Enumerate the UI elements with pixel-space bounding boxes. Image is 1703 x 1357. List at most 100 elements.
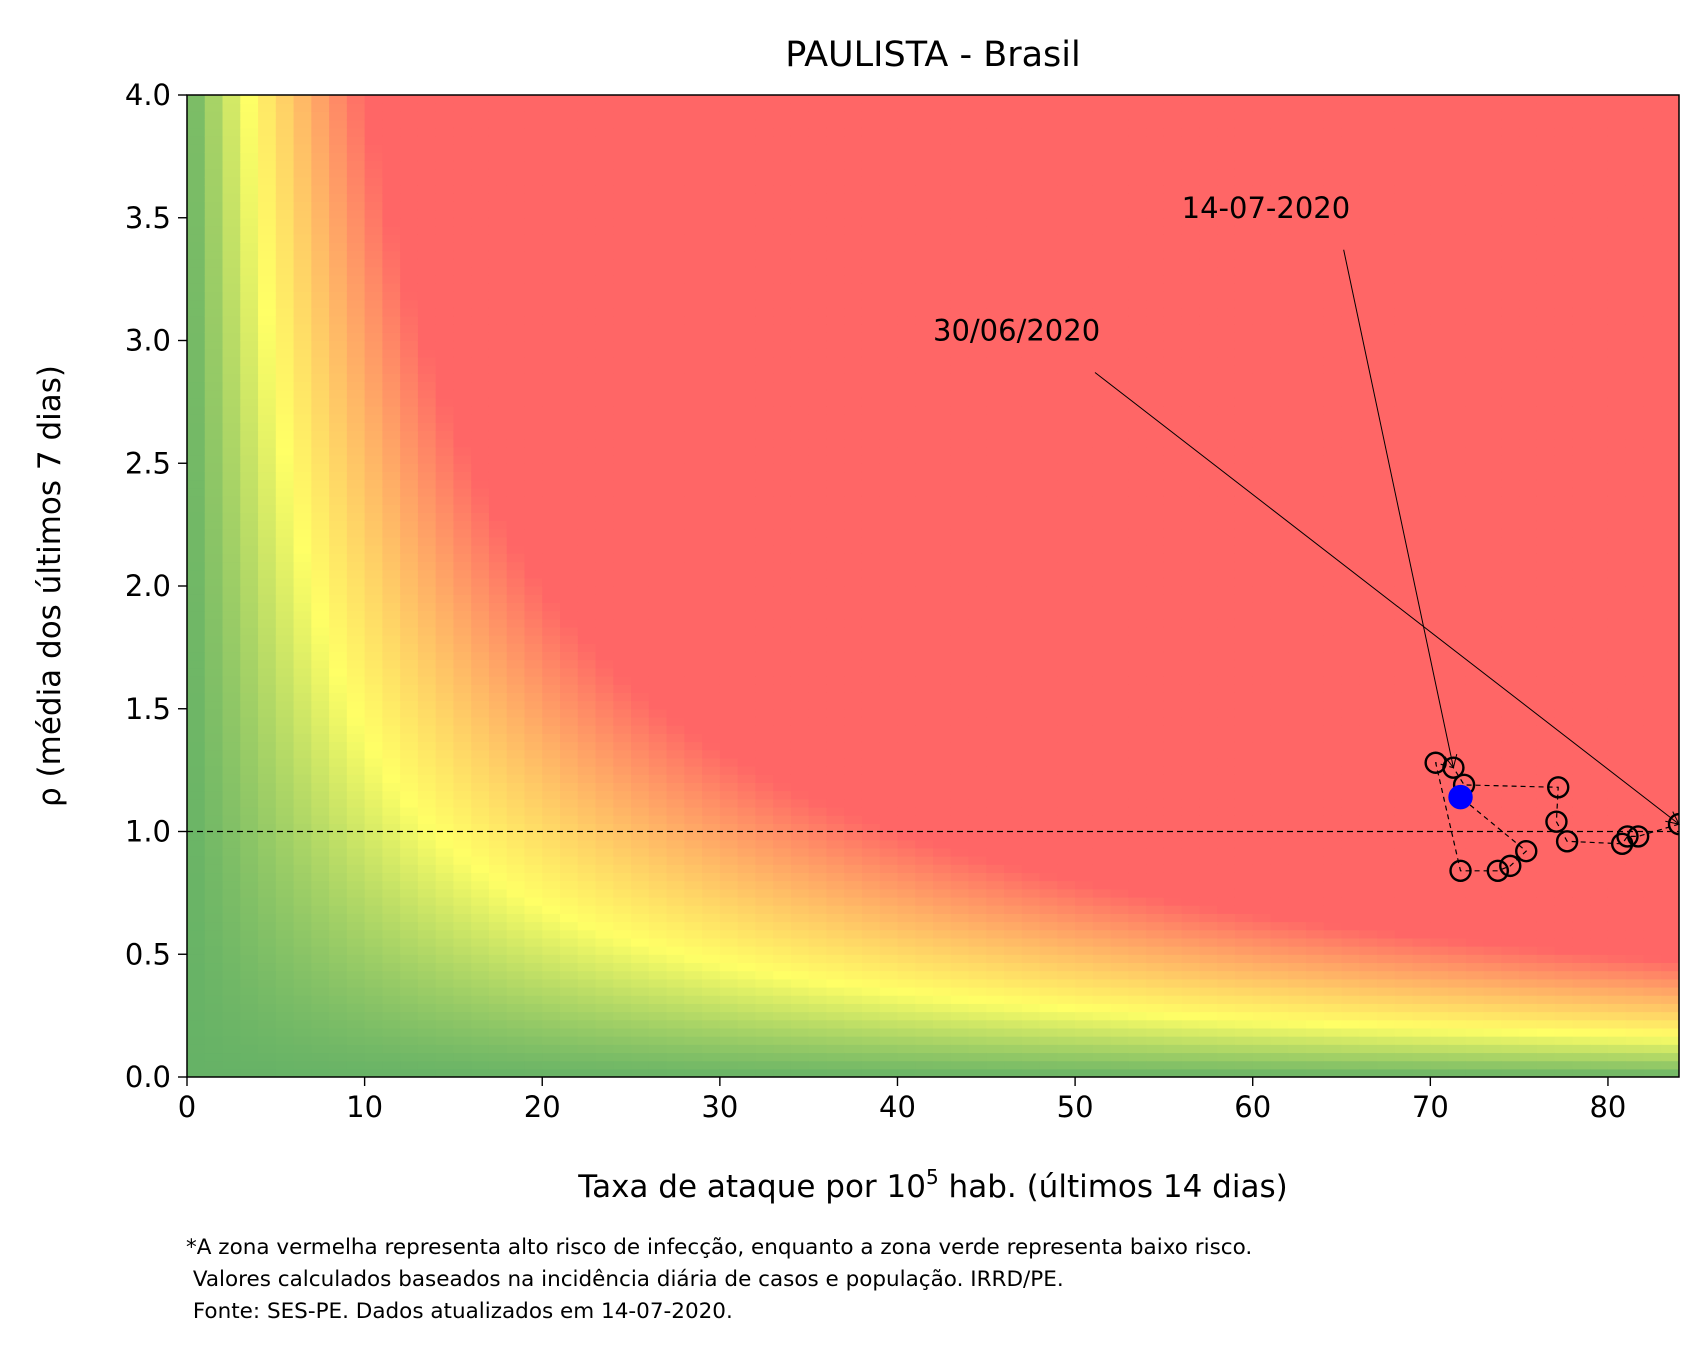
- heatmap-cell: [488, 970, 508, 980]
- heatmap-cell: [506, 831, 526, 841]
- heatmap-cell: [453, 733, 472, 743]
- heatmap-cell: [702, 667, 721, 677]
- heatmap-cell: [844, 806, 863, 816]
- heatmap-cell: [560, 839, 579, 849]
- heatmap-cell: [773, 676, 792, 685]
- heatmap-cell: [240, 667, 259, 677]
- heatmap-cell: [435, 299, 455, 309]
- heatmap-cell: [222, 913, 241, 923]
- heatmap-cell: [631, 716, 650, 726]
- heatmap-cell: [453, 823, 472, 833]
- heatmap-cell: [364, 733, 383, 743]
- heatmap-cell: [648, 95, 668, 104]
- heatmap-cell: [897, 880, 916, 890]
- heatmap-cell: [755, 749, 774, 759]
- heatmap-cell: [453, 455, 472, 464]
- heatmap-cell: [187, 430, 206, 440]
- heatmap-cell: [258, 880, 277, 890]
- heatmap-cell: [275, 504, 295, 513]
- heatmap-cell: [595, 1019, 614, 1029]
- heatmap-cell: [577, 365, 597, 374]
- heatmap-cell: [560, 446, 579, 456]
- heatmap-cell: [826, 528, 845, 538]
- heatmap-cell: [666, 733, 685, 743]
- heatmap-cell: [240, 937, 259, 947]
- heatmap-cell: [790, 905, 810, 914]
- heatmap-cell: [808, 553, 828, 563]
- heatmap-cell: [631, 733, 650, 743]
- heatmap-cell: [204, 856, 224, 865]
- heatmap-cell: [808, 929, 828, 939]
- heatmap-cell: [631, 209, 650, 219]
- heatmap-cell: [524, 708, 543, 718]
- heatmap-cell: [897, 193, 916, 202]
- heatmap-cell: [293, 651, 312, 661]
- heatmap-cell: [435, 487, 455, 497]
- heatmap-cell: [275, 111, 295, 121]
- heatmap-cell: [364, 299, 383, 309]
- heatmap-cell: [702, 806, 721, 816]
- heatmap-cell: [684, 1019, 703, 1029]
- heatmap-cell: [275, 626, 295, 636]
- heatmap-cell: [666, 455, 685, 464]
- heatmap-cell: [666, 676, 685, 685]
- heatmap-cell: [435, 495, 455, 505]
- heatmap-cell: [826, 1044, 845, 1054]
- heatmap-cell: [204, 782, 224, 792]
- heatmap-cell: [648, 733, 668, 743]
- heatmap-cell: [897, 970, 916, 980]
- heatmap-cell: [666, 365, 685, 374]
- heatmap-cell: [346, 536, 366, 546]
- heatmap-cell: [435, 684, 455, 693]
- heatmap-cell: [400, 381, 419, 391]
- heatmap-cell: [773, 667, 792, 677]
- heatmap-cell: [684, 970, 703, 980]
- heatmap-cell: [879, 937, 899, 947]
- heatmap-cell: [542, 970, 561, 980]
- heatmap-cell: [293, 594, 312, 603]
- heatmap-cell: [258, 929, 277, 939]
- heatmap-cell: [524, 586, 543, 595]
- heatmap-cell: [755, 234, 774, 243]
- heatmap-cell: [488, 667, 508, 677]
- heatmap-cell: [506, 340, 526, 350]
- heatmap-cell: [524, 946, 543, 955]
- heatmap-cell: [275, 487, 295, 497]
- heatmap-cell: [275, 823, 295, 833]
- heatmap-cell: [560, 553, 579, 563]
- heatmap-cell: [222, 299, 241, 309]
- heatmap-cell: [684, 495, 703, 505]
- heatmap-cell: [293, 397, 312, 407]
- heatmap-cell: [240, 864, 259, 874]
- heatmap-cell: [204, 626, 224, 636]
- heatmap-cell: [293, 872, 312, 882]
- heatmap-cell: [346, 471, 366, 481]
- heatmap-cell: [488, 389, 508, 399]
- heatmap-cell: [631, 168, 650, 178]
- heatmap-cell: [417, 340, 437, 350]
- heatmap-cell: [382, 610, 401, 620]
- heatmap-cell: [897, 962, 916, 972]
- heatmap-cell: [577, 471, 597, 481]
- heatmap-cell: [382, 389, 401, 399]
- heatmap-cell: [488, 913, 508, 923]
- heatmap-cell: [417, 1068, 437, 1077]
- heatmap-cell: [506, 225, 526, 235]
- heatmap-cell: [666, 725, 685, 734]
- heatmap-cell: [240, 602, 259, 612]
- heatmap-cell: [897, 864, 916, 874]
- heatmap-cell: [773, 455, 792, 464]
- heatmap-cell: [240, 749, 259, 759]
- heatmap-cell: [826, 749, 845, 759]
- heatmap-cell: [204, 356, 224, 366]
- heatmap-cell: [897, 430, 916, 440]
- heatmap-cell: [435, 962, 455, 972]
- heatmap-cell: [435, 324, 455, 333]
- heatmap-cell: [329, 553, 348, 563]
- heatmap-cell: [346, 798, 366, 808]
- heatmap-cell: [879, 365, 899, 374]
- heatmap-cell: [560, 1011, 579, 1021]
- heatmap-cell: [258, 1068, 277, 1077]
- heatmap-cell: [702, 741, 721, 751]
- heatmap-cell: [560, 921, 579, 931]
